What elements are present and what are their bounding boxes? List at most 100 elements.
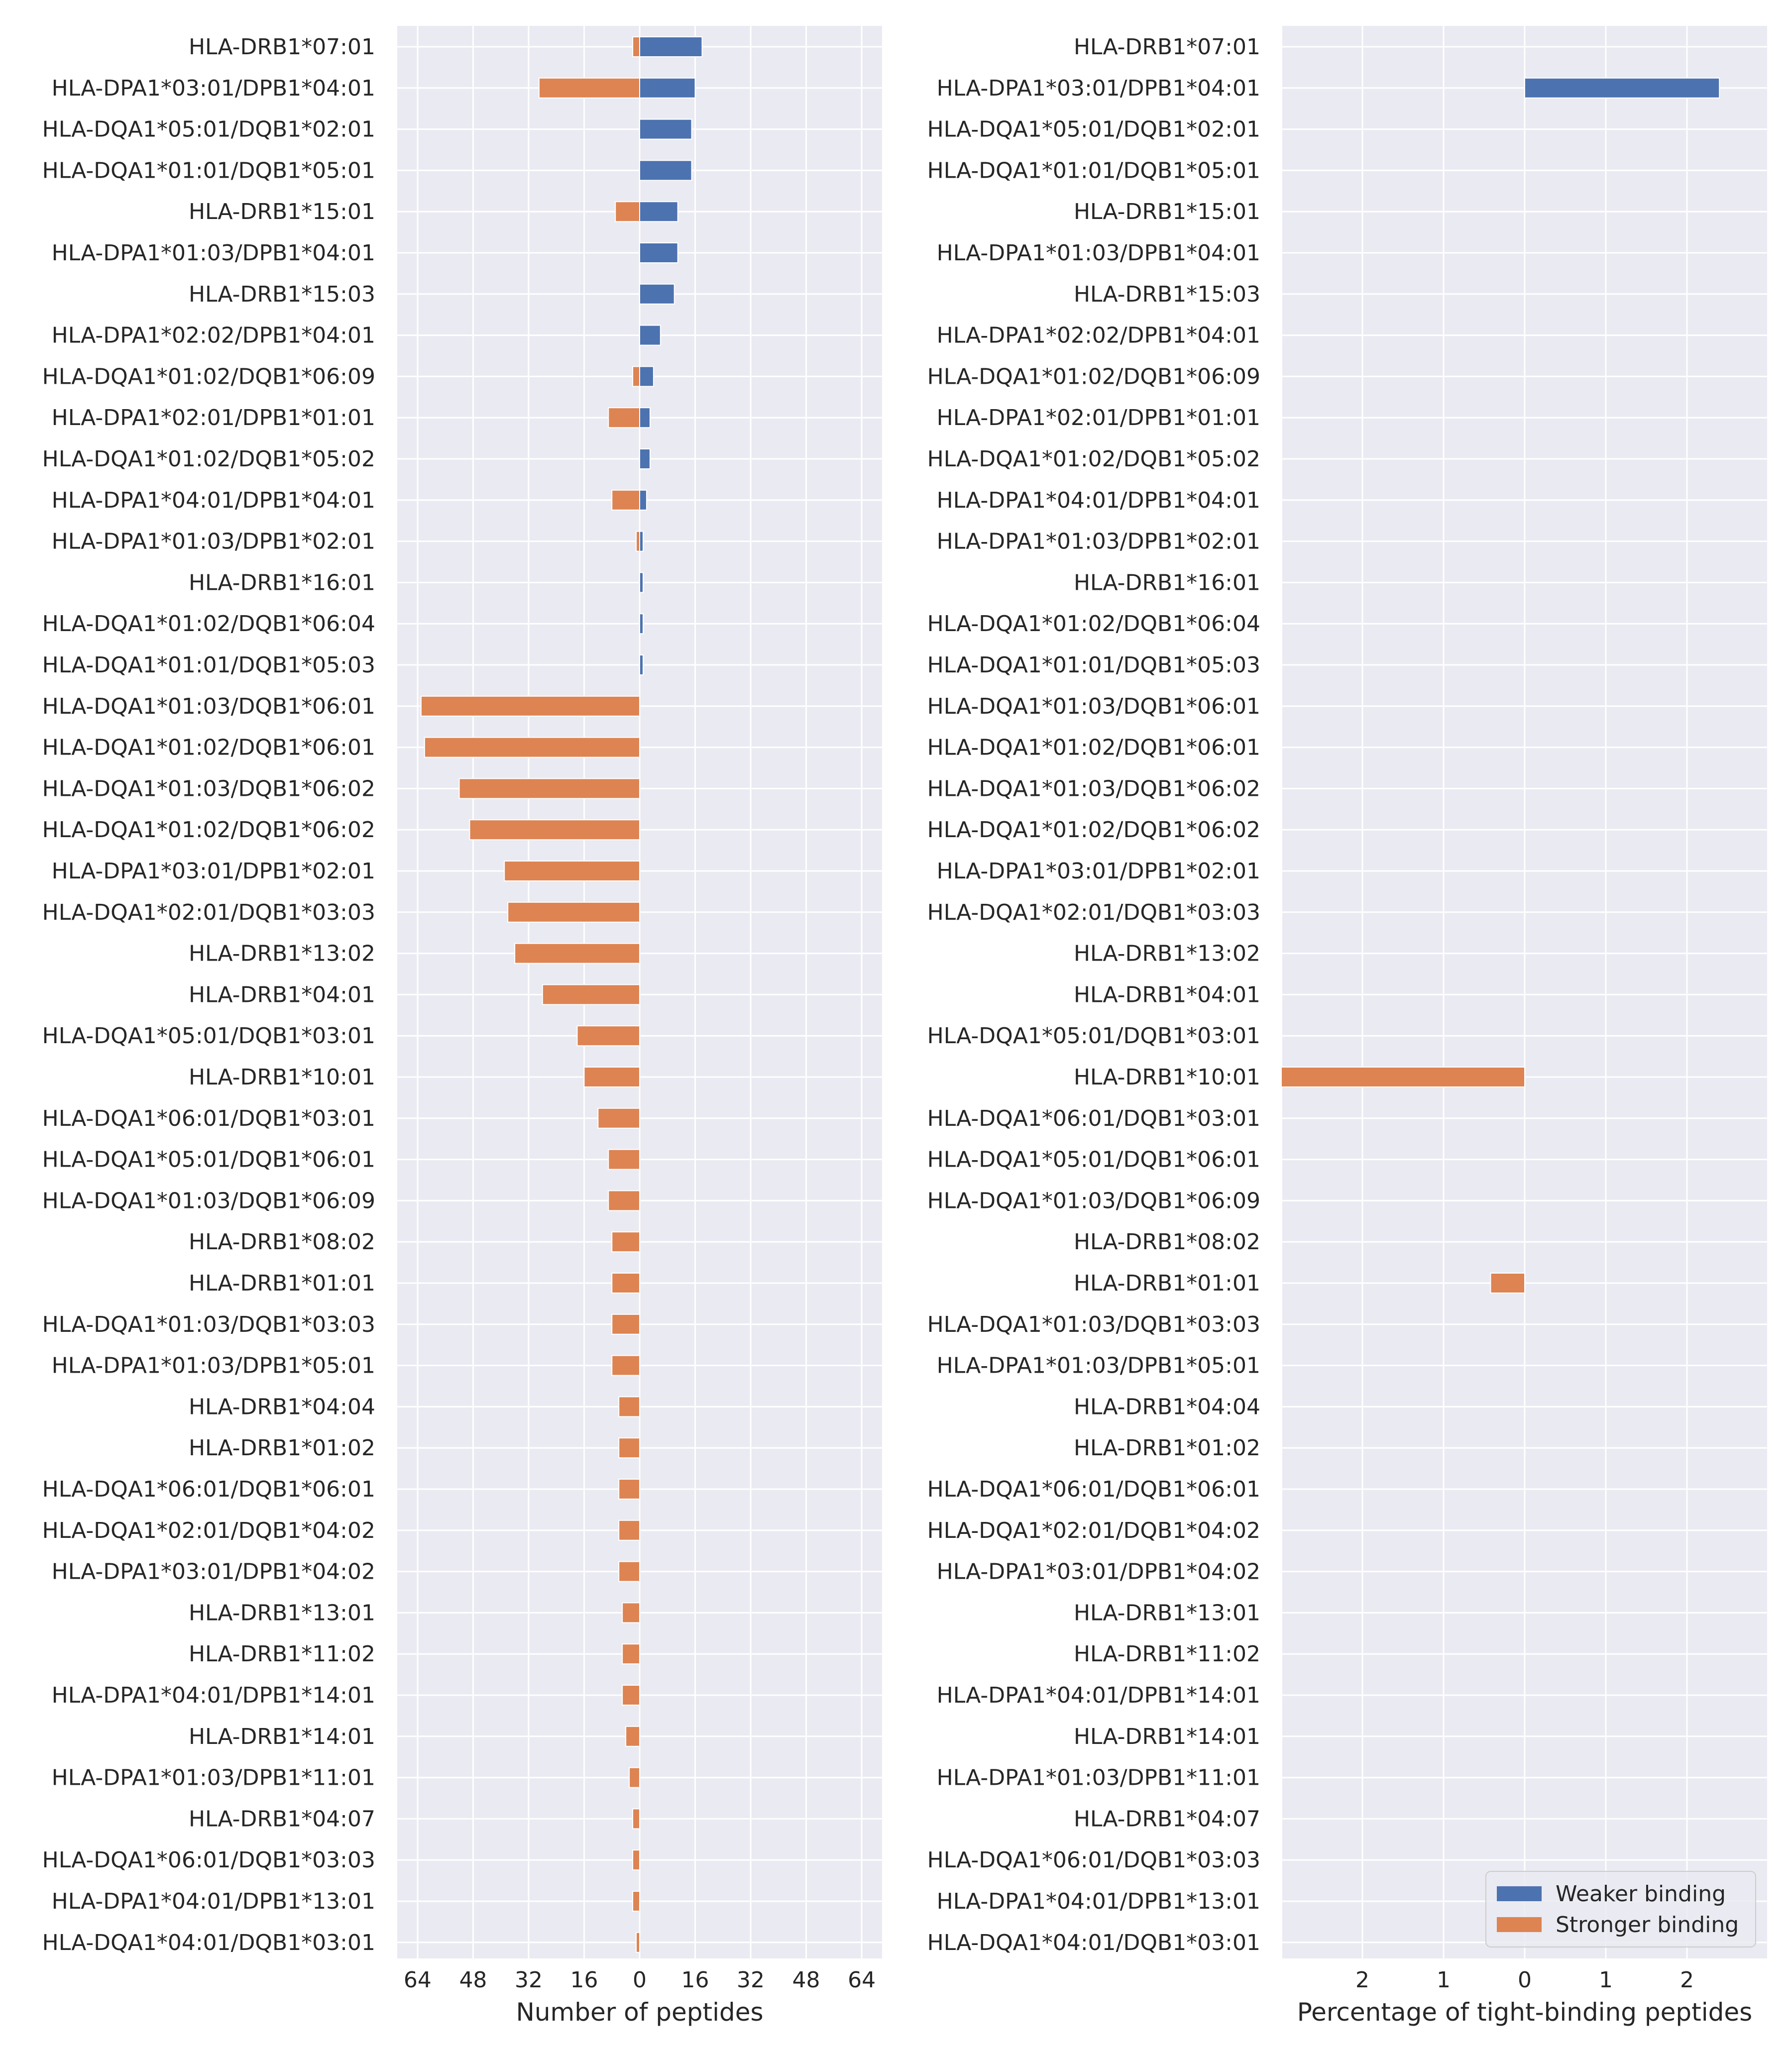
y-tick-label-hla-dpa1-03-01-dpb1-04-01: HLA-DPA1*03:01/DPB1*04:01 (52, 76, 375, 101)
y-tick-label-hla-dqa1-05-01-dqb1-06-01: HLA-DQA1*05:01/DQB1*06:01 (927, 1147, 1260, 1173)
bar-stronger-binding-hla-dpa1-03-01-dpb1-02-01 (504, 861, 640, 881)
x-tick-label: 0 (1518, 1967, 1532, 1993)
y-tick-label-hla-dqa1-01-03-dqb1-06-02: HLA-DQA1*01:03/DQB1*06:02 (42, 776, 375, 801)
y-tick-label-hla-dpa1-04-01-dpb1-13-01: HLA-DPA1*04:01/DPB1*13:01 (937, 1889, 1260, 1914)
right-x-axis-label: Percentage of tight-binding peptides (1297, 1998, 1752, 2027)
bar-weaker-binding-hla-dqa1-05-01-dqb1-02-01 (639, 118, 692, 140)
bar-weaker-binding-hla-dqa1-01-02-dqb1-06-04 (639, 613, 644, 635)
y-tick-label-hla-dqa1-01-01-dqb1-05-01: HLA-DQA1*01:01/DQB1*05:01 (42, 158, 375, 183)
bar-stronger-binding-hla-dpa1-02-01-dpb1-01-01 (608, 407, 641, 429)
y-tick-label-hla-drb1-08-02: HLA-DRB1*08:02 (189, 1229, 375, 1255)
bar-stronger-binding-hla-drb1-04-07 (632, 1808, 641, 1830)
y-tick-label-hla-dpa1-04-01-dpb1-13-01: HLA-DPA1*04:01/DPB1*13:01 (52, 1889, 375, 1914)
y-tick-label-hla-drb1-15-03: HLA-DRB1*15:03 (1074, 282, 1260, 307)
y-tick-label-hla-drb1-01-02: HLA-DRB1*01:02 (1074, 1435, 1260, 1461)
y-tick-label-hla-drb1-04-04: HLA-DRB1*04:04 (1074, 1394, 1260, 1419)
y-tick-label-hla-drb1-16-01: HLA-DRB1*16:01 (1074, 570, 1260, 595)
bar-stronger-binding-hla-dqa1-06-01-dqb1-03-03 (632, 1849, 641, 1871)
y-tick-label-hla-dpa1-04-01-dpb1-14-01: HLA-DPA1*04:01/DPB1*14:01 (937, 1683, 1260, 1708)
y-tick-label-hla-dqa1-01-02-dqb1-06-04: HLA-DQA1*01:02/DQB1*06:04 (927, 611, 1260, 637)
bar-stronger-binding-hla-drb1-10-01 (583, 1067, 640, 1087)
y-tick-label-hla-dqa1-01-02-dqb1-06-01: HLA-DQA1*01:02/DQB1*06:01 (42, 735, 375, 760)
y-tick-label-hla-drb1-15-03: HLA-DRB1*15:03 (189, 282, 375, 307)
bar-stronger-binding-hla-dqa1-01-02-dqb1-06-01 (424, 737, 640, 758)
y-tick-label-hla-dqa1-01-01-dqb1-05-03: HLA-DQA1*01:01/DQB1*05:03 (42, 652, 375, 678)
bar-stronger-binding-hla-dpa1-01-03-dpb1-11-01 (629, 1767, 640, 1788)
y-tick-label-hla-drb1-04-04: HLA-DRB1*04:04 (189, 1394, 375, 1419)
bar-stronger-binding-hla-dpa1-04-01-dpb1-14-01 (622, 1685, 641, 1706)
y-tick-label-hla-dqa1-01-03-dqb1-06-01: HLA-DQA1*01:03/DQB1*06:01 (927, 694, 1260, 719)
bar-weaker-binding-hla-dqa1-01-02-dqb1-06-09 (639, 366, 654, 387)
bar-weaker-binding-hla-dpa1-02-01-dpb1-01-01 (639, 407, 651, 429)
bar-weaker-binding-hla-dpa1-04-01-dpb1-04-01 (639, 489, 647, 511)
y-tick-label-hla-dpa1-03-01-dpb1-02-01: HLA-DPA1*03:01/DPB1*02:01 (52, 859, 375, 884)
y-tick-label-hla-dqa1-06-01-dqb1-03-03: HLA-DQA1*06:01/DQB1*03:03 (927, 1847, 1260, 1873)
y-tick-label-hla-dpa1-01-03-dpb1-11-01: HLA-DPA1*01:03/DPB1*11:01 (937, 1765, 1260, 1791)
bar-stronger-binding-hla-dpa1-04-01-dpb1-13-01 (632, 1891, 641, 1912)
bar-stronger-binding-hla-dpa1-04-01-dpb1-04-01 (611, 489, 640, 511)
y-tick-label-hla-drb1-10-01: HLA-DRB1*10:01 (189, 1065, 375, 1090)
y-tick-label-hla-drb1-07-01: HLA-DRB1*07:01 (1074, 34, 1260, 60)
y-tick-label-hla-dqa1-04-01-dqb1-03-01: HLA-DQA1*04:01/DQB1*03:01 (927, 1930, 1260, 1955)
bar-stronger-binding-hla-dpa1-03-01-dpb1-04-01 (538, 77, 640, 99)
y-tick-label-hla-drb1-08-02: HLA-DRB1*08:02 (1074, 1229, 1260, 1255)
left-panel-number-of-peptides: 64 48 32 16 0 16 32 48 64 HLA-DRB1*07:01 HLA-DPA1*… (42, 26, 882, 1993)
y-tick-label-hla-dqa1-01-02-dqb1-05-02: HLA-DQA1*01:02/DQB1*05:02 (927, 446, 1260, 472)
bar-stronger-binding-hla-drb1-04-04 (618, 1396, 641, 1417)
bar-stronger-binding-hla-drb1-04-01 (542, 984, 640, 1005)
y-tick-label-hla-dqa1-05-01-dqb1-03-01: HLA-DQA1*05:01/DQB1*03:01 (42, 1023, 375, 1049)
bar-stronger-binding-hla-dqa1-05-01-dqb1-03-01 (576, 1025, 641, 1047)
y-tick-label-hla-dpa1-01-03-dpb1-04-01: HLA-DPA1*01:03/DPB1*04:01 (52, 240, 375, 266)
y-tick-label-hla-dpa1-03-01-dpb1-02-01: HLA-DPA1*03:01/DPB1*02:01 (937, 859, 1260, 884)
y-tick-label-hla-drb1-13-02: HLA-DRB1*13:02 (189, 941, 375, 967)
y-tick-label-hla-dqa1-05-01-dqb1-06-01: HLA-DQA1*05:01/DQB1*06:01 (42, 1147, 375, 1173)
y-tick-label-hla-drb1-04-01: HLA-DRB1*04:01 (189, 982, 375, 1007)
bar-stronger-binding-hla-dqa1-06-01-dqb1-06-01 (618, 1479, 641, 1500)
y-tick-label-hla-drb1-01-01: HLA-DRB1*01:01 (189, 1271, 375, 1296)
legend-label-weaker-binding: Weaker binding (1556, 1881, 1726, 1907)
bar-weaker-binding-hla-dpa1-03-01-dpb1-04-01 (1524, 77, 1720, 99)
y-tick-label-hla-drb1-07-01: HLA-DRB1*07:01 (189, 34, 375, 60)
bar-stronger-binding-hla-dqa1-04-01-dqb1-03-01 (636, 1932, 641, 1953)
y-tick-label-hla-dqa1-02-01-dqb1-03-03: HLA-DQA1*02:01/DQB1*03:03 (927, 900, 1260, 925)
bar-weaker-binding-hla-drb1-07-01 (639, 36, 703, 57)
y-tick-label-hla-dqa1-06-01-dqb1-03-03: HLA-DQA1*06:01/DQB1*03:03 (42, 1847, 375, 1873)
y-tick-label-hla-drb1-14-01: HLA-DRB1*14:01 (1074, 1724, 1260, 1749)
x-tick-label: 48 (459, 1967, 487, 1993)
bar-stronger-binding-hla-dqa1-01-03-dqb1-03-03 (611, 1313, 640, 1335)
y-tick-label-hla-drb1-04-07: HLA-DRB1*04:07 (189, 1806, 375, 1832)
y-tick-label-hla-dqa1-01-01-dqb1-05-03: HLA-DQA1*01:01/DQB1*05:03 (927, 652, 1260, 678)
y-tick-label-hla-dpa1-02-02-dpb1-04-01: HLA-DPA1*02:02/DPB1*04:01 (937, 323, 1260, 348)
bar-stronger-binding-hla-drb1-01-01 (611, 1273, 640, 1294)
bar-weaker-binding-hla-drb1-16-01 (639, 572, 644, 593)
x-tick-label: 32 (737, 1967, 765, 1993)
bar-stronger-binding-hla-dqa1-01-02-dqb1-06-02 (469, 819, 640, 841)
y-tick-label-hla-dpa1-01-03-dpb1-02-01: HLA-DPA1*01:03/DPB1*02:01 (52, 529, 375, 554)
legend-box (1485, 1871, 1756, 1947)
x-tick-label: 64 (404, 1967, 432, 1993)
bar-stronger-binding-hla-dqa1-02-01-dqb1-03-03 (507, 901, 640, 923)
bar-weaker-binding-hla-dpa1-01-03-dpb1-02-01 (639, 531, 644, 552)
y-tick-label-hla-dqa1-06-01-dqb1-06-01: HLA-DQA1*06:01/DQB1*06:01 (42, 1477, 375, 1502)
y-tick-label-hla-dpa1-01-03-dpb1-05-01: HLA-DPA1*01:03/DPB1*05:01 (52, 1353, 375, 1379)
x-tick-label: 48 (792, 1967, 820, 1993)
bar-stronger-binding-hla-dqa1-02-01-dqb1-04-02 (618, 1519, 641, 1541)
y-tick-label-hla-dqa1-02-01-dqb1-04-02: HLA-DQA1*02:01/DQB1*04:02 (927, 1518, 1260, 1543)
right-panel-percentage-tight-binding: 2 1 0 1 2 HLA-DRB1*07:01 HLA-DPA1*03:01/DPB1*0… (927, 26, 1767, 1993)
bar-stronger-binding-hla-dqa1-01-02-dqb1-06-09 (632, 366, 641, 387)
y-tick-label-hla-drb1-01-01: HLA-DRB1*01:01 (1074, 1271, 1260, 1296)
y-tick-label-hla-drb1-15-01: HLA-DRB1*15:01 (1074, 199, 1260, 224)
y-tick-label-hla-drb1-14-01: HLA-DRB1*14:01 (189, 1724, 375, 1749)
bar-stronger-binding-hla-drb1-07-01 (632, 36, 641, 57)
y-tick-label-hla-drb1-13-01: HLA-DRB1*13:01 (1074, 1600, 1260, 1625)
y-tick-label-hla-dpa1-01-03-dpb1-02-01: HLA-DPA1*01:03/DPB1*02:01 (937, 529, 1260, 554)
x-tick-label: 1 (1599, 1967, 1613, 1993)
y-tick-label-hla-drb1-11-02: HLA-DRB1*11:02 (189, 1641, 375, 1667)
y-tick-label-hla-dpa1-04-01-dpb1-04-01: HLA-DPA1*04:01/DPB1*04:01 (52, 488, 375, 513)
bar-stronger-binding-hla-dpa1-03-01-dpb1-04-02 (618, 1561, 641, 1582)
y-tick-label-hla-dpa1-02-01-dpb1-01-01: HLA-DPA1*02:01/DPB1*01:01 (937, 405, 1260, 431)
y-tick-label-hla-dqa1-06-01-dqb1-06-01: HLA-DQA1*06:01/DQB1*06:01 (927, 1477, 1260, 1502)
y-tick-label-hla-drb1-13-01: HLA-DRB1*13:01 (189, 1600, 375, 1625)
y-tick-label-hla-dpa1-04-01-dpb1-04-01: HLA-DPA1*04:01/DPB1*04:01 (937, 488, 1260, 513)
y-tick-label-hla-dpa1-01-03-dpb1-11-01: HLA-DPA1*01:03/DPB1*11:01 (52, 1765, 375, 1791)
